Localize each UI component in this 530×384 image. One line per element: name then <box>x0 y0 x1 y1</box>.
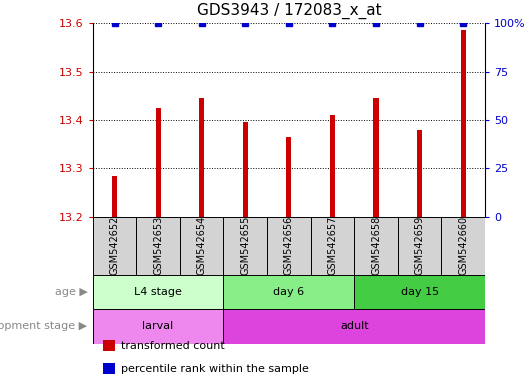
Bar <box>155 108 161 217</box>
Text: GSM542660: GSM542660 <box>458 216 468 275</box>
Bar <box>180 217 224 275</box>
Bar <box>136 217 180 275</box>
Bar <box>311 217 354 275</box>
Text: GSM542654: GSM542654 <box>197 216 207 275</box>
Bar <box>354 275 485 309</box>
Bar <box>93 275 224 309</box>
Text: GSM542657: GSM542657 <box>328 216 338 275</box>
Text: GSM542658: GSM542658 <box>371 216 381 275</box>
Bar <box>199 98 204 217</box>
Text: day 6: day 6 <box>273 287 304 297</box>
Text: GSM542653: GSM542653 <box>153 216 163 275</box>
Text: adult: adult <box>340 321 368 331</box>
Text: L4 stage: L4 stage <box>134 287 182 297</box>
Text: transformed count: transformed count <box>121 341 225 351</box>
Text: GSM542655: GSM542655 <box>240 216 250 275</box>
Bar <box>224 309 485 344</box>
Bar <box>398 217 441 275</box>
Text: GSM542656: GSM542656 <box>284 216 294 275</box>
Bar <box>374 98 378 217</box>
Bar <box>224 275 354 309</box>
Text: percentile rank within the sample: percentile rank within the sample <box>121 364 309 374</box>
Text: GSM542652: GSM542652 <box>110 216 120 275</box>
Bar <box>267 217 311 275</box>
Bar <box>224 217 267 275</box>
Bar <box>354 217 398 275</box>
Bar <box>93 217 136 275</box>
Title: GDS3943 / 172083_x_at: GDS3943 / 172083_x_at <box>197 3 381 19</box>
Text: development stage ▶: development stage ▶ <box>0 321 87 331</box>
Bar <box>417 130 422 217</box>
Bar <box>286 137 292 217</box>
Bar <box>243 122 248 217</box>
Text: age ▶: age ▶ <box>55 287 87 297</box>
Bar <box>461 30 466 217</box>
Text: day 15: day 15 <box>401 287 439 297</box>
Bar <box>441 217 485 275</box>
Text: larval: larval <box>143 321 174 331</box>
Text: GSM542659: GSM542659 <box>414 216 425 275</box>
Bar <box>93 309 224 344</box>
Bar <box>112 176 117 217</box>
Bar <box>330 115 335 217</box>
